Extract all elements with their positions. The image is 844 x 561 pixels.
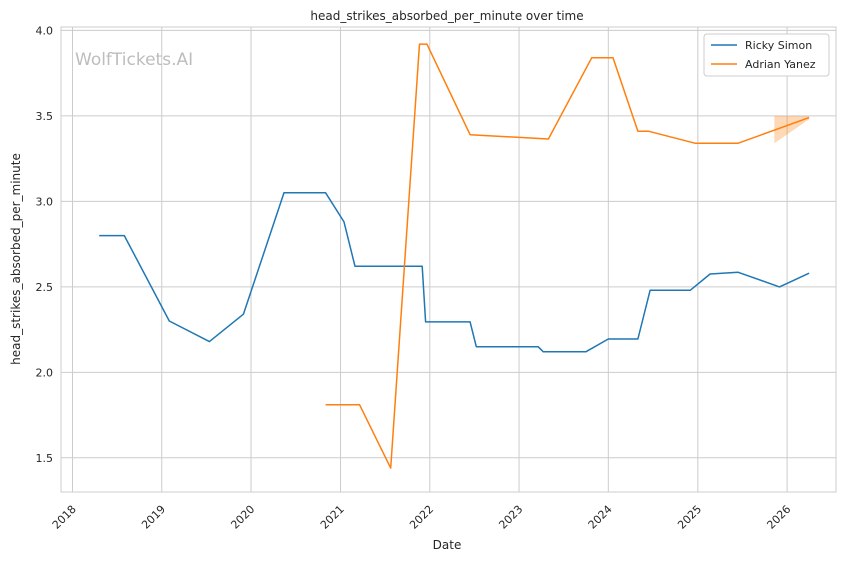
plot-background xyxy=(61,27,836,492)
band-adrian-yanez xyxy=(774,115,810,144)
grid-y xyxy=(61,29,836,459)
legend-label-adrian-yanez: Adrian Yanez xyxy=(745,58,816,71)
plot-area xyxy=(60,26,837,493)
y-tick-label: 2.0 xyxy=(36,366,54,379)
chart-title: head_strikes_absorbed_per_minute over ti… xyxy=(310,9,583,23)
series-lines xyxy=(99,43,810,469)
series-line-adrian-yanez xyxy=(325,43,810,469)
y-tick-label: 4.0 xyxy=(36,24,54,37)
watermark: WolfTickets.AI xyxy=(75,50,193,70)
y-axis-title: head_strikes_absorbed_per_minute xyxy=(9,153,23,365)
x-axis-title: Date xyxy=(433,538,462,552)
series-line-ricky-simon xyxy=(99,192,810,353)
grid-x xyxy=(71,27,788,492)
legend: Ricky Simon Adrian Yanez xyxy=(703,33,830,77)
y-tick-label: 1.5 xyxy=(36,452,54,465)
plot-frame xyxy=(60,26,837,493)
legend-label-ricky-simon: Ricky Simon xyxy=(745,39,812,52)
y-tick-label: 3.5 xyxy=(36,110,54,123)
confidence-bands xyxy=(774,115,810,144)
y-axis-ticks: 1.5 2.0 2.5 3.0 3.5 4.0 xyxy=(36,24,54,464)
y-tick-label: 3.0 xyxy=(36,195,54,208)
y-tick-label: 2.5 xyxy=(36,281,54,294)
